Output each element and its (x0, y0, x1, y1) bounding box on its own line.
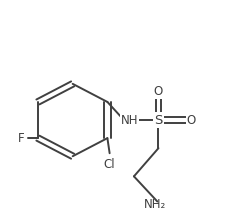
Text: O: O (153, 85, 162, 98)
Text: S: S (154, 114, 162, 127)
Text: Cl: Cl (103, 158, 115, 171)
Text: NH: NH (120, 114, 138, 127)
Text: NH₂: NH₂ (143, 198, 166, 211)
Text: O: O (185, 114, 194, 127)
Text: F: F (18, 132, 25, 145)
